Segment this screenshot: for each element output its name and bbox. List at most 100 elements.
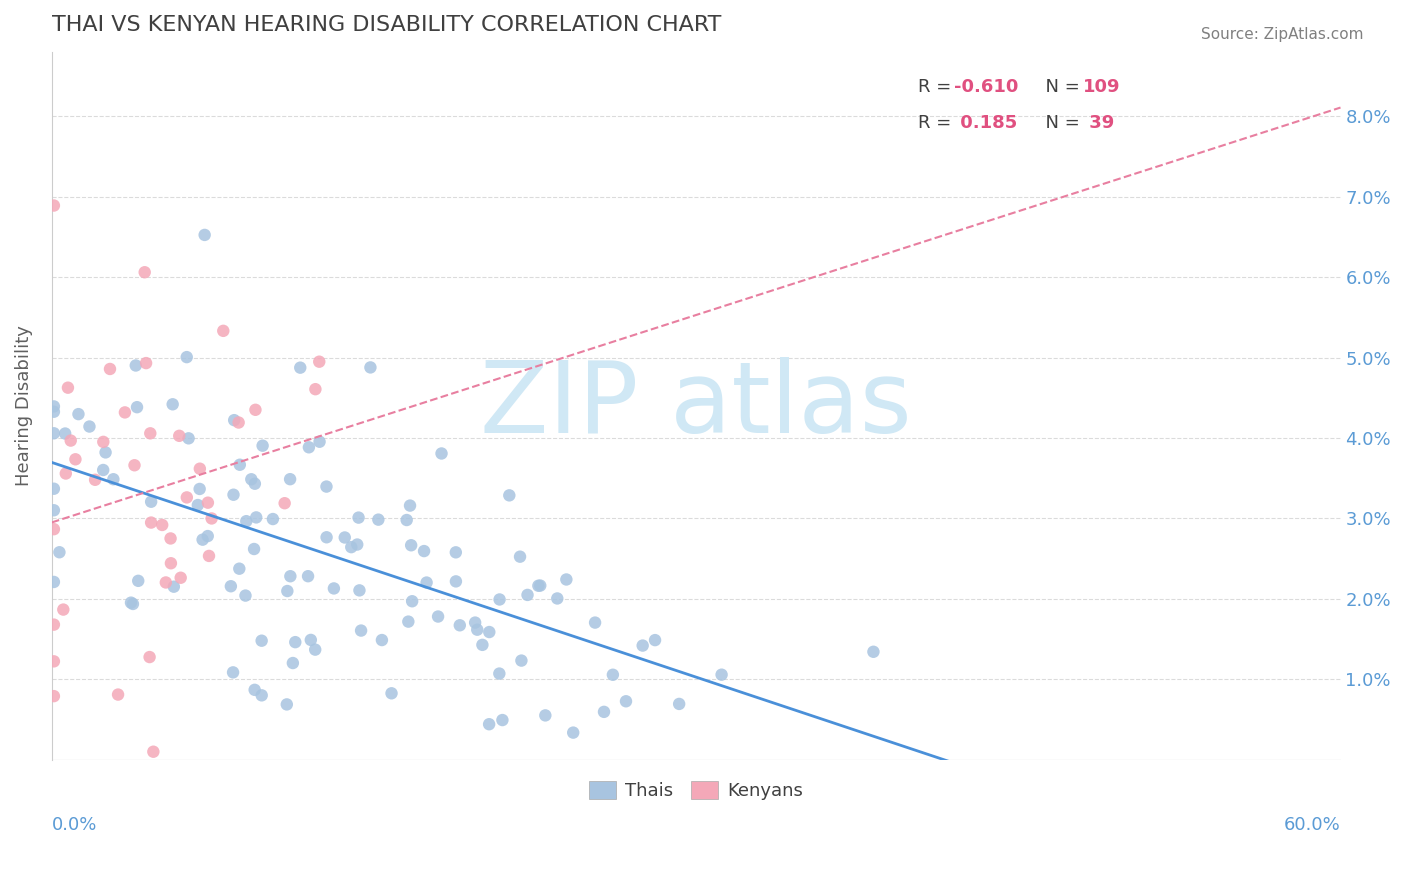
Point <box>315 530 337 544</box>
Point <box>668 697 690 711</box>
Point <box>395 513 418 527</box>
Point <box>710 667 733 681</box>
Point <box>478 717 501 731</box>
Point <box>235 514 257 528</box>
Point <box>197 529 219 543</box>
Text: 0.185: 0.185 <box>953 113 1017 132</box>
Text: N =: N = <box>1033 113 1085 132</box>
Point <box>491 713 513 727</box>
Point <box>177 431 200 445</box>
Point <box>449 618 471 632</box>
Point <box>346 537 368 551</box>
Point <box>91 434 114 449</box>
Y-axis label: Hearing Disability: Hearing Disability <box>15 326 32 486</box>
Point <box>510 654 533 668</box>
Text: Source: ZipAtlas.com: Source: ZipAtlas.com <box>1201 27 1364 42</box>
Point <box>631 639 654 653</box>
Point <box>65 452 87 467</box>
Point <box>278 472 301 486</box>
Point <box>304 382 326 396</box>
Point <box>322 582 344 596</box>
Point <box>478 625 501 640</box>
Text: R =: R = <box>918 113 957 132</box>
Point <box>593 705 616 719</box>
Point <box>509 549 531 564</box>
Point <box>276 584 298 599</box>
Point <box>276 698 298 712</box>
Point <box>122 597 145 611</box>
Point <box>125 400 148 414</box>
Text: 109: 109 <box>1083 78 1121 96</box>
Point <box>212 324 235 338</box>
Point <box>371 633 394 648</box>
Point <box>167 429 190 443</box>
Point <box>644 633 666 648</box>
Point <box>308 434 330 449</box>
Point <box>401 594 423 608</box>
Point <box>297 569 319 583</box>
Point <box>98 362 121 376</box>
Point <box>304 642 326 657</box>
Point <box>120 596 142 610</box>
Point <box>583 615 606 630</box>
Point <box>176 350 198 364</box>
Point <box>471 638 494 652</box>
Point <box>430 446 453 460</box>
Point <box>281 656 304 670</box>
Point <box>602 667 624 681</box>
Point <box>56 381 79 395</box>
Point <box>188 461 211 475</box>
Point <box>399 499 422 513</box>
Point <box>42 654 65 668</box>
Point <box>333 531 356 545</box>
Point <box>427 609 450 624</box>
Point <box>862 645 884 659</box>
Point <box>155 575 177 590</box>
Text: -0.610: -0.610 <box>953 78 1018 96</box>
Point <box>298 440 321 454</box>
Point <box>150 518 173 533</box>
Point <box>444 545 467 559</box>
Point <box>488 666 510 681</box>
Point <box>350 624 373 638</box>
Point <box>124 458 146 473</box>
Point <box>139 516 162 530</box>
Point <box>315 479 337 493</box>
Point <box>529 578 551 592</box>
Point <box>42 617 65 632</box>
Point <box>42 426 65 441</box>
Point <box>290 360 312 375</box>
Point <box>53 426 76 441</box>
Point <box>614 694 637 708</box>
Point <box>219 579 242 593</box>
Point <box>465 623 488 637</box>
Point <box>170 571 193 585</box>
Point <box>59 434 82 448</box>
Point <box>142 745 165 759</box>
Point <box>67 407 90 421</box>
Point <box>42 522 65 536</box>
Point <box>222 665 245 680</box>
Point <box>250 689 273 703</box>
Point <box>91 463 114 477</box>
Text: 39: 39 <box>1083 113 1114 132</box>
Point <box>48 545 70 559</box>
Point <box>42 405 65 419</box>
Point <box>555 573 578 587</box>
Point <box>488 592 510 607</box>
Point <box>194 227 217 242</box>
Point <box>340 540 363 554</box>
Point <box>243 541 266 556</box>
Point <box>250 633 273 648</box>
Legend: Thais, Kenyans: Thais, Kenyans <box>582 773 810 807</box>
Point <box>42 198 65 212</box>
Point <box>235 589 257 603</box>
Point <box>79 419 101 434</box>
Text: THAI VS KENYAN HEARING DISABILITY CORRELATION CHART: THAI VS KENYAN HEARING DISABILITY CORREL… <box>52 15 721 35</box>
Point <box>367 513 389 527</box>
Point <box>399 538 422 552</box>
Point <box>243 476 266 491</box>
Point <box>224 413 246 427</box>
Point <box>42 689 65 703</box>
Text: 0.0%: 0.0% <box>52 816 97 834</box>
